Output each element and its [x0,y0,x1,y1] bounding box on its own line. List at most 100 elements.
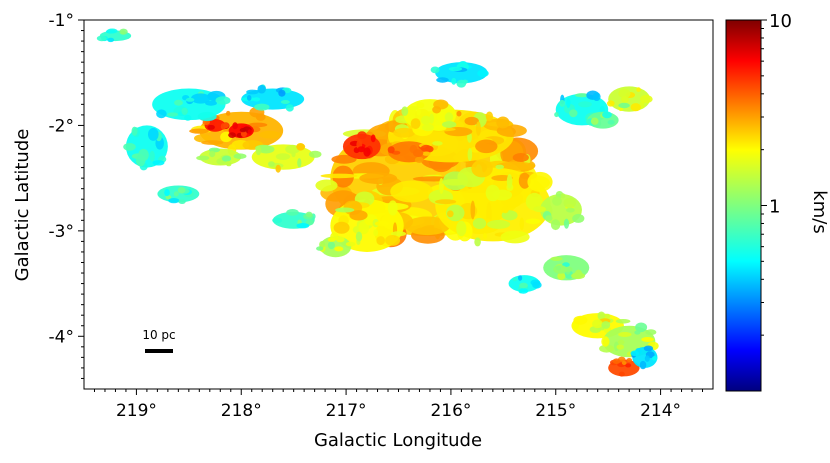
emission-clump [441,178,469,186]
x-tick-label: 216° [430,401,471,421]
emission-clump [268,161,275,167]
emission-region [533,191,585,231]
emission-clump [618,371,625,377]
emission-clump [553,265,567,274]
emission-clump [462,79,469,84]
emission-clump [408,106,419,111]
emission-clump [168,198,180,204]
emission-clump [257,145,275,154]
emission-region [251,143,322,173]
emission-clump [215,96,231,105]
emission-clump [641,337,654,342]
emission-clump [320,173,358,179]
emission-clump [602,111,612,119]
emission-core [435,62,488,84]
scale-bar: 10 pc [142,328,176,353]
emission-clump [233,153,247,159]
emission-clump [138,148,149,162]
emission-clump [483,233,487,239]
emission-clump [278,89,286,97]
emission-clump [297,158,302,168]
emission-region [508,275,542,294]
emission-clump [331,154,357,164]
y-axis-label: Galactic Latitude [12,129,33,282]
emission-clump [519,282,528,289]
emission-clump [436,77,449,83]
emission-clump [500,230,530,244]
emission-clump [599,344,615,353]
emission-clump [566,207,575,213]
emission-region [608,356,640,377]
emission-clump [432,106,441,114]
emission-clump [327,241,335,250]
emission-clump [255,145,262,156]
emission-clump [412,149,424,158]
emission-region [196,147,247,167]
emission-clump [315,179,338,192]
emission-clump [220,123,226,130]
emission-clump [185,97,195,102]
emission-clump [518,288,529,294]
emission-clump [316,246,324,251]
emission-clump [285,104,294,112]
emission-clump [305,219,314,226]
emission-clump [247,129,252,135]
emission-region [272,209,316,229]
emission-clump [333,221,350,234]
emission-clump [640,95,653,104]
emission-clump [178,199,186,204]
emission-clump [618,332,632,337]
emission-clump [164,189,170,197]
colorbar-tick-label: 10 [769,11,792,32]
emission-clump [467,148,473,161]
emission-clump [532,281,542,289]
emission-region [202,119,230,132]
colorbar-tick-label: 1 [769,197,780,218]
emission-clump [363,147,371,157]
emission-clump [96,35,107,42]
emission-clump [252,97,261,102]
emission-clump [359,172,398,184]
emission-clump [573,315,588,325]
scale-bar-line [145,349,173,353]
x-tick-label: 217° [326,401,367,421]
emission-clump [239,128,247,133]
emission-clump [485,111,493,122]
emission-core [241,88,305,110]
emission-clump [254,103,270,111]
emission-clump [257,84,266,94]
emission-clump [607,119,615,125]
emission-clump [280,100,290,104]
emission-region [387,141,434,163]
emission-clump [563,197,577,209]
emission-clump [566,97,571,109]
emission-clump [617,339,625,345]
emission-clump [645,329,657,336]
y-axis-ticks: -1° -2° -3° -4° [49,11,84,379]
emission-clump [414,156,424,163]
emission-clump [518,172,531,189]
emission-clump [305,211,313,218]
emission-region [123,125,168,171]
emission-clump [501,205,509,214]
emission-clump [228,132,237,139]
emission-clump [486,219,511,229]
emission-clump [607,100,615,107]
scale-bar-label: 10 pc [142,328,175,342]
emission-clump [327,237,336,242]
emission-clump [616,344,625,350]
emission-clump [416,102,425,109]
emission-clump [474,237,481,247]
emission-clump [432,141,443,146]
emission-clump [512,277,518,282]
emission-clump [173,191,179,197]
emission-clump [189,128,209,134]
emission-clump [552,196,562,206]
emission-clump [174,99,183,106]
emission-clump [578,101,592,108]
emission-clump [422,151,431,156]
emission-clump [652,356,658,361]
emission-clump [447,210,454,218]
emission-clump [442,121,457,128]
